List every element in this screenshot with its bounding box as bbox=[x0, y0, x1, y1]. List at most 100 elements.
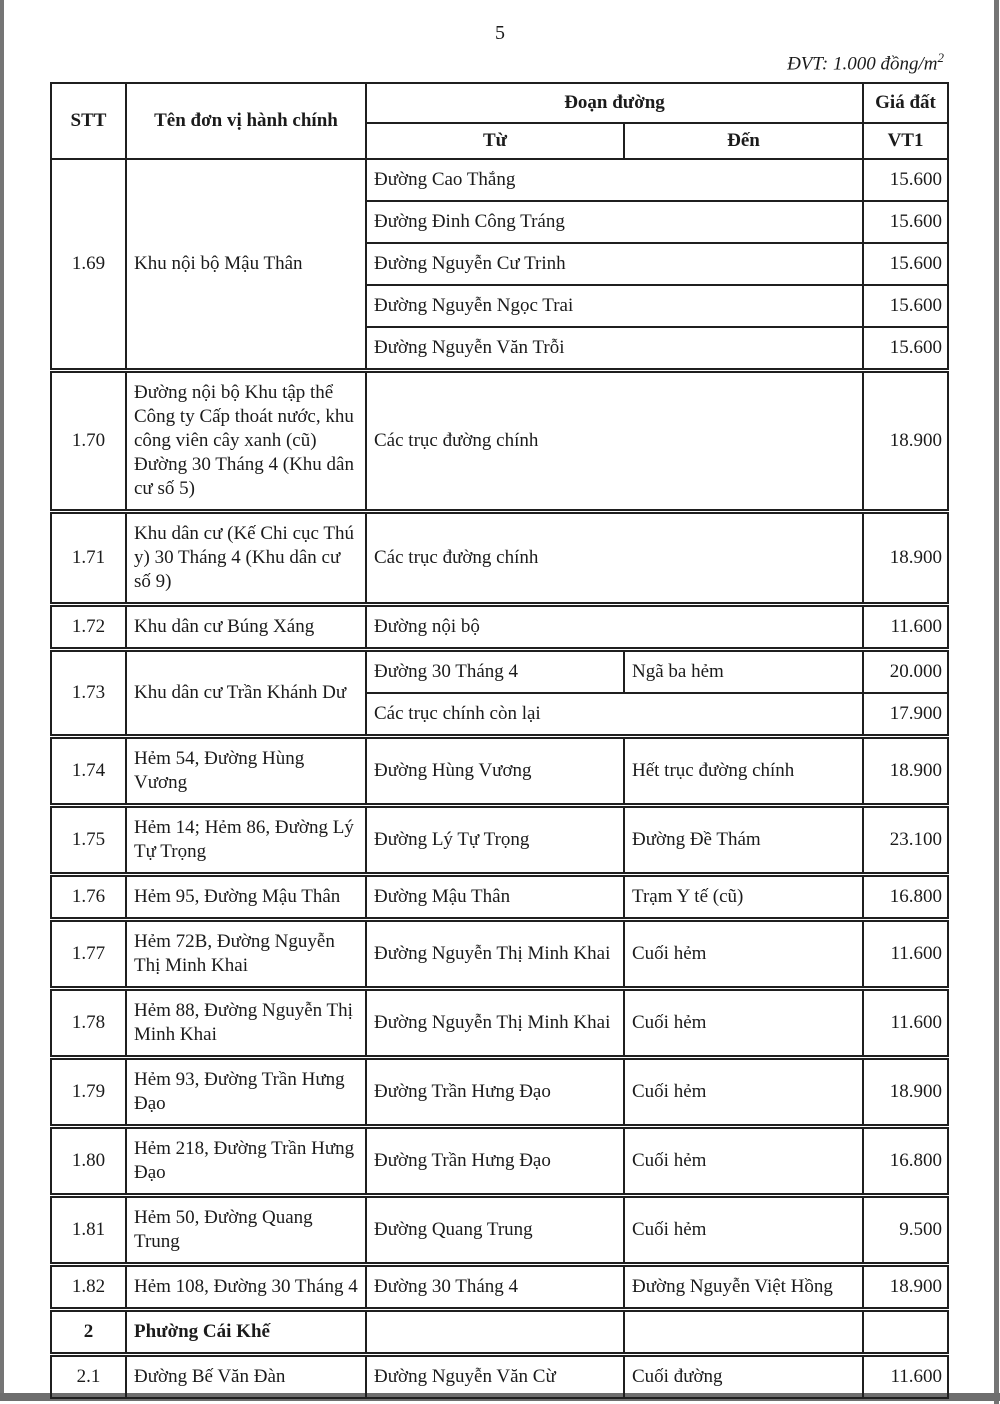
segment-cell: Các trục đường chính bbox=[364, 509, 865, 606]
price-cell bbox=[862, 1307, 950, 1356]
from-cell: Đường 30 Tháng 4 bbox=[365, 647, 625, 694]
page-number: 5 bbox=[495, 22, 505, 44]
to-cell: Cuối hẻm bbox=[622, 1124, 865, 1197]
admin-unit-cell: Hẻm 108, Đường 30 Tháng 4 bbox=[125, 1262, 367, 1311]
header-row-2: Từ Đến VT1 bbox=[51, 122, 950, 160]
price-cell: 15.600 bbox=[862, 242, 950, 286]
stt-cell: 1.76 bbox=[50, 872, 127, 921]
admin-unit-cell: Hẻm 72B, Đường Nguyễn Thị Minh Khai bbox=[125, 917, 367, 990]
stt-cell: 1.82 bbox=[50, 1262, 127, 1311]
header-to: Đến bbox=[622, 122, 865, 160]
segment-cell: Các trục đường chính bbox=[364, 368, 865, 513]
segment-cell: Đường nội bộ bbox=[364, 602, 865, 651]
price-cell: 15.600 bbox=[862, 200, 950, 244]
from-cell: Đường Hùng Vương bbox=[365, 734, 625, 807]
admin-unit-cell: Phường Cái Khế bbox=[125, 1307, 367, 1356]
stt-cell: 1.81 bbox=[50, 1193, 127, 1266]
admin-unit-cell: Khu dân cư Trần Khánh Dư bbox=[125, 647, 367, 738]
table-row: 1.69 Khu nội bộ Mậu Thân Đường Cao Thắng 15… bbox=[50, 158, 950, 372]
header-from: Từ bbox=[365, 122, 625, 160]
to-cell: Đường Đề Thám bbox=[622, 803, 865, 876]
stt-cell: 1.78 bbox=[50, 986, 127, 1059]
admin-unit-cell: Hẻm 93, Đường Trần Hưng Đạo bbox=[125, 1055, 367, 1128]
admin-unit-cell: Hẻm 54, Đường Hùng Vương bbox=[125, 734, 367, 807]
price-cell: 16.800 bbox=[862, 1124, 950, 1197]
admin-unit-cell: Hẻm 14; Hẻm 86, Đường Lý Tự Trọng bbox=[125, 803, 367, 876]
stt-cell: 2.1 bbox=[50, 1352, 127, 1399]
table-row: 1.82 Hẻm 108, Đường 30 Tháng 4 Đường 30 Th… bbox=[50, 1262, 950, 1311]
from-cell: Đường Nguyễn Văn Cừ bbox=[365, 1352, 625, 1399]
price-cell: 18.900 bbox=[862, 734, 950, 807]
table-row: 1.80 Hẻm 218, Đường Trần Hưng Đạo Đường Tr… bbox=[50, 1124, 950, 1197]
to-cell: Cuối hẻm bbox=[622, 1055, 865, 1128]
price-cell: 20.000 bbox=[862, 647, 950, 694]
table-row: 1.81 Hẻm 50, Đường Quang Trung Đường Quang… bbox=[50, 1193, 950, 1266]
table-row: 1.74 Hẻm 54, Đường Hùng Vương Đường Hùng V… bbox=[50, 734, 950, 807]
from-cell: Đường Lý Tự Trọng bbox=[365, 803, 625, 876]
header-admin-unit: Tên đơn vị hành chính bbox=[125, 82, 367, 160]
to-cell: Cuối hẻm bbox=[622, 1193, 865, 1266]
segment-cell: Đường Cao Thắng bbox=[364, 158, 865, 202]
header-road-segment: Đoạn đường bbox=[364, 82, 865, 124]
price-cell: 16.800 bbox=[862, 872, 950, 921]
to-cell bbox=[622, 1307, 865, 1356]
table-row: 2.1 Đường Bế Văn Đàn Đường Nguyễn Văn Cừ Cu… bbox=[50, 1352, 950, 1399]
table-row: 1.77 Hẻm 72B, Đường Nguyễn Thị Minh Khai Đ… bbox=[50, 917, 950, 990]
stt-cell: 1.79 bbox=[50, 1055, 127, 1128]
stt-cell: 1.71 bbox=[50, 509, 127, 606]
price-cell: 18.900 bbox=[862, 1055, 950, 1128]
segment-cell: Đường Nguyễn Cư Trinh bbox=[364, 242, 865, 286]
table-row: 1.71 Khu dân cư (Kế Chi cục Thú y) 30 Thá… bbox=[50, 509, 950, 606]
header-row-1: STT Tên đơn vị hành chính Đoạn đường Giá… bbox=[50, 82, 950, 160]
price-cell: 11.600 bbox=[862, 986, 950, 1059]
price-cell: 11.600 bbox=[862, 1352, 950, 1399]
stt-cell: 1.73 bbox=[50, 647, 127, 738]
price-cell: 9.500 bbox=[862, 1193, 950, 1266]
price-cell: 17.900 bbox=[862, 692, 950, 738]
stt-cell: 1.80 bbox=[50, 1124, 127, 1197]
page-edge-left bbox=[0, 0, 4, 1399]
segment-cell: Đường Nguyễn Văn Trỗi bbox=[364, 326, 865, 372]
from-cell: Đường Mậu Thân bbox=[365, 872, 625, 921]
unit-note-superscript: 2 bbox=[937, 50, 945, 65]
segment-cell: Đường Nguyễn Ngọc Trai bbox=[364, 284, 865, 328]
table-row: 1.79 Hẻm 93, Đường Trần Hưng Đạo Đường Trầ… bbox=[50, 1055, 950, 1128]
stt-cell: 2 bbox=[50, 1307, 127, 1356]
stt-cell: 1.77 bbox=[50, 917, 127, 990]
admin-unit-cell: Đường Bế Văn Đàn bbox=[125, 1352, 367, 1399]
table-row: 1.72 Khu dân cư Búng Xáng Đường nội bộ 11.6… bbox=[50, 602, 950, 651]
table-row: Đường Nguyễn Cư Trinh 15.600 bbox=[51, 242, 950, 286]
price-cell: 18.900 bbox=[862, 368, 950, 513]
table-row: 1.78 Hẻm 88, Đường Nguyễn Thị Minh Khai Đư… bbox=[50, 986, 950, 1059]
price-cell: 18.900 bbox=[862, 1262, 950, 1311]
to-cell: Ngã ba hẻm bbox=[622, 647, 865, 694]
stt-cell: 1.69 bbox=[50, 158, 127, 372]
header-price-position: VT1 bbox=[862, 122, 950, 160]
table-row: Đường Nguyễn Ngọc Trai 15.600 bbox=[51, 284, 950, 328]
from-cell: Đường Nguyễn Thị Minh Khai bbox=[365, 917, 625, 990]
price-cell: 15.600 bbox=[862, 326, 950, 372]
admin-unit-cell: Hẻm 88, Đường Nguyễn Thị Minh Khai bbox=[125, 986, 367, 1059]
price-cell: 15.600 bbox=[862, 158, 950, 202]
table-body: 1.69 Khu nội bộ Mậu Thân Đường Cao Thắng 15… bbox=[50, 158, 950, 1399]
table-row: 1.76 Hẻm 95, Đường Mậu Thân Đường Mậu Thân… bbox=[50, 872, 950, 921]
price-cell: 18.900 bbox=[862, 509, 950, 606]
price-cell: 11.600 bbox=[862, 917, 950, 990]
stt-cell: 1.75 bbox=[50, 803, 127, 876]
table-row: Đường Nguyễn Văn Trỗi 15.600 bbox=[51, 326, 950, 372]
table-row: 1.75 Hẻm 14; Hẻm 86, Đường Lý Tự Trọng Đườ… bbox=[50, 803, 950, 876]
from-cell: Đường Trần Hưng Đạo bbox=[365, 1124, 625, 1197]
stt-cell: 1.72 bbox=[50, 602, 127, 651]
land-price-table: STT Tên đơn vị hành chính Đoạn đường Giá… bbox=[50, 82, 950, 1399]
admin-unit-cell: Khu nội bộ Mậu Thân bbox=[125, 158, 367, 372]
admin-unit-cell: Hẻm 50, Đường Quang Trung bbox=[125, 1193, 367, 1266]
table-row: Đường Đinh Công Tráng 15.600 bbox=[51, 200, 950, 244]
admin-unit-cell: Đường nội bộ Khu tập thể Công ty Cấp tho… bbox=[125, 368, 367, 513]
to-cell: Cuối đường bbox=[622, 1352, 865, 1399]
stt-cell: 1.74 bbox=[50, 734, 127, 807]
table-row: 1.70 Đường nội bộ Khu tập thể Công ty Cấp… bbox=[50, 368, 950, 513]
admin-unit-cell: Hẻm 218, Đường Trần Hưng Đạo bbox=[125, 1124, 367, 1197]
from-cell: Đường Quang Trung bbox=[365, 1193, 625, 1266]
to-cell: Cuối hẻm bbox=[622, 986, 865, 1059]
